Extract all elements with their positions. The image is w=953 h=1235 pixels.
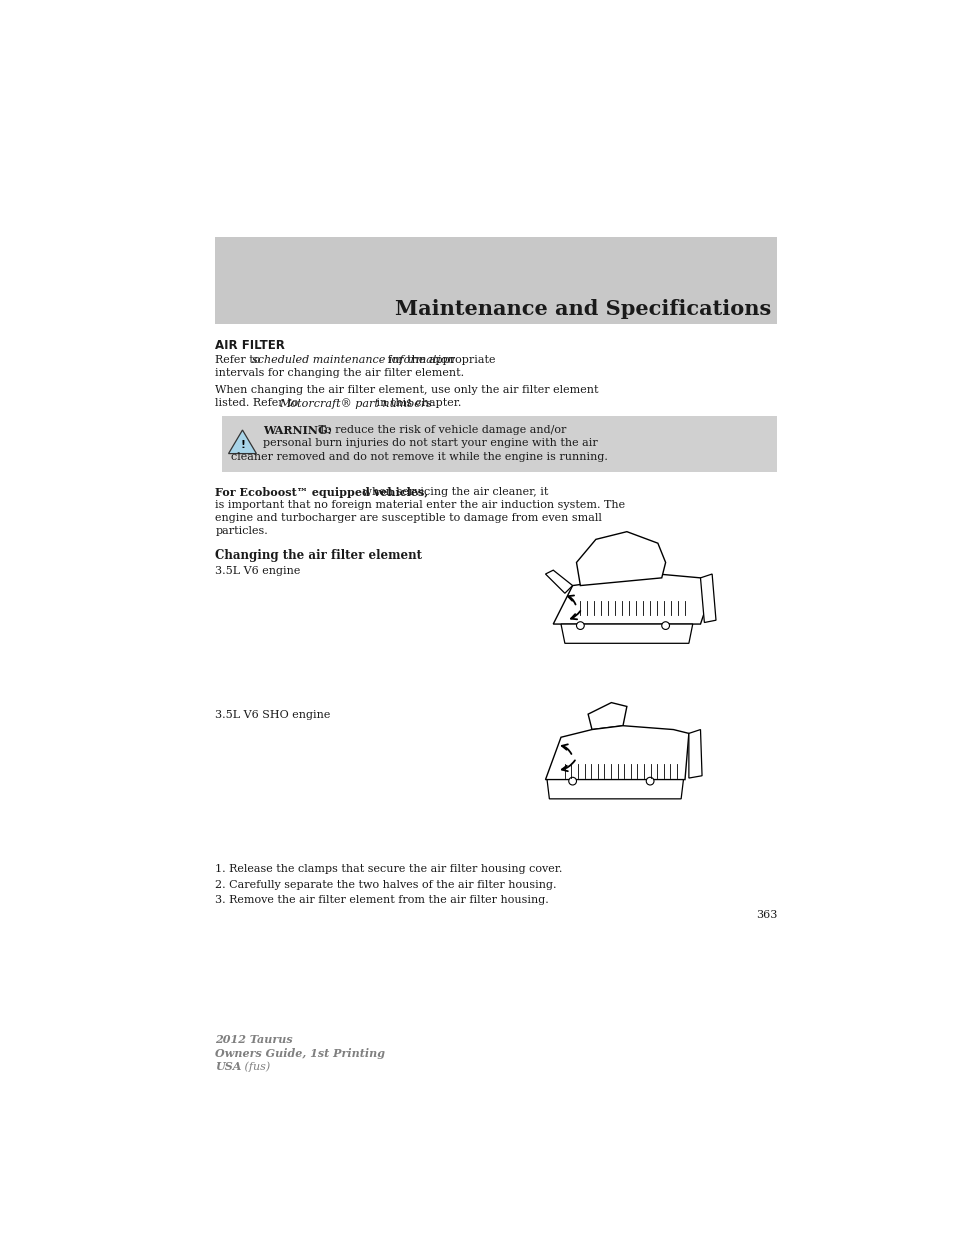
Polygon shape bbox=[560, 624, 692, 643]
Text: Motorcraft® part numbers: Motorcraft® part numbers bbox=[278, 399, 432, 409]
Text: AIR FILTER: AIR FILTER bbox=[215, 340, 285, 352]
Polygon shape bbox=[229, 430, 256, 453]
Text: 3.5L V6 SHO engine: 3.5L V6 SHO engine bbox=[215, 710, 331, 720]
Text: USA: USA bbox=[215, 1061, 241, 1072]
Text: For Ecoboost™ equipped vehicles,: For Ecoboost™ equipped vehicles, bbox=[215, 487, 428, 498]
Text: 2. Carefully separate the two halves of the air filter housing.: 2. Carefully separate the two halves of … bbox=[215, 879, 557, 889]
Polygon shape bbox=[587, 703, 626, 730]
FancyBboxPatch shape bbox=[221, 416, 777, 472]
Text: When changing the air filter element, use only the air filter element: When changing the air filter element, us… bbox=[215, 385, 598, 395]
Polygon shape bbox=[688, 730, 701, 778]
Text: 3.5L V6 engine: 3.5L V6 engine bbox=[215, 566, 300, 576]
Circle shape bbox=[568, 777, 576, 785]
Polygon shape bbox=[700, 574, 716, 622]
Text: !: ! bbox=[240, 441, 245, 451]
Polygon shape bbox=[576, 531, 665, 585]
Text: scheduled maintenance information: scheduled maintenance information bbox=[252, 354, 454, 364]
Text: WARNING:: WARNING: bbox=[263, 425, 332, 436]
Text: 3. Remove the air filter element from the air filter housing.: 3. Remove the air filter element from th… bbox=[215, 895, 549, 905]
Text: is important that no foreign material enter the air induction system. The: is important that no foreign material en… bbox=[215, 500, 625, 510]
Text: 2012 Taurus: 2012 Taurus bbox=[215, 1034, 293, 1045]
Text: listed. Refer to: listed. Refer to bbox=[215, 399, 302, 409]
Text: particles.: particles. bbox=[215, 526, 268, 536]
Text: (fus): (fus) bbox=[241, 1061, 270, 1072]
Text: Refer to: Refer to bbox=[215, 354, 264, 364]
Text: engine and turbocharger are susceptible to damage from even small: engine and turbocharger are susceptible … bbox=[215, 514, 601, 524]
Polygon shape bbox=[553, 574, 707, 624]
Circle shape bbox=[576, 621, 583, 630]
FancyBboxPatch shape bbox=[215, 237, 777, 324]
Text: Owners Guide, 1st Printing: Owners Guide, 1st Printing bbox=[215, 1047, 385, 1058]
Text: intervals for changing the air filter element.: intervals for changing the air filter el… bbox=[215, 368, 464, 378]
Text: for the appropriate: for the appropriate bbox=[383, 354, 495, 364]
Text: 1. Release the clamps that secure the air filter housing cover.: 1. Release the clamps that secure the ai… bbox=[215, 864, 562, 874]
Polygon shape bbox=[545, 726, 688, 779]
Circle shape bbox=[661, 621, 669, 630]
Circle shape bbox=[645, 777, 654, 785]
Text: in this chapter.: in this chapter. bbox=[373, 399, 461, 409]
Polygon shape bbox=[545, 571, 572, 593]
Text: personal burn injuries do not start your engine with the air: personal burn injuries do not start your… bbox=[263, 438, 598, 448]
Text: when servicing the air cleaner, it: when servicing the air cleaner, it bbox=[359, 487, 548, 496]
Text: To reduce the risk of vehicle damage and/or: To reduce the risk of vehicle damage and… bbox=[315, 425, 566, 436]
Polygon shape bbox=[546, 779, 682, 799]
Text: Changing the air filter element: Changing the air filter element bbox=[215, 548, 422, 562]
Text: 363: 363 bbox=[755, 910, 777, 920]
Text: cleaner removed and do not remove it while the engine is running.: cleaner removed and do not remove it whi… bbox=[231, 452, 607, 462]
Text: Maintenance and Specifications: Maintenance and Specifications bbox=[395, 299, 770, 319]
